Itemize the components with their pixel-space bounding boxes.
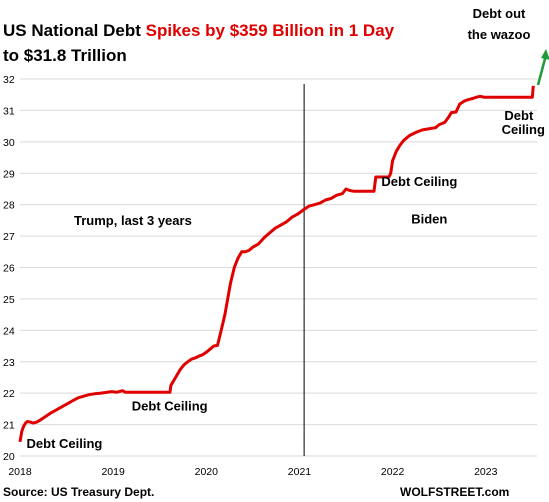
chart-title-line1: US National Debt Spikes by $359 Billion … [3, 21, 395, 40]
title-part-red: Spikes by $359 Billion in 1 Day [146, 21, 395, 40]
annotation-4: Debt Ceiling [381, 174, 457, 189]
grid-lines [20, 78, 537, 457]
series-line [18, 85, 535, 443]
annotation-3: Biden [411, 212, 447, 227]
chart-title-line2: to $31.8 Trillion [3, 46, 127, 65]
corner-annotation-line2: the wazoo [468, 27, 531, 42]
annotation-0: Debt Ceiling [27, 436, 103, 451]
corner-annotation-line1: Debt out [473, 6, 526, 21]
annotation-6: Ceiling [502, 122, 545, 137]
x-tick-label-2019: 2019 [101, 466, 125, 478]
y-tick-label-31: 31 [3, 105, 15, 117]
y-tick-label-24: 24 [3, 325, 15, 337]
x-tick-label-2022: 2022 [381, 466, 405, 478]
annotation-1: Debt Ceiling [132, 398, 208, 413]
y-tick-label-32: 32 [3, 74, 15, 86]
y-tick-label-20: 20 [3, 451, 15, 463]
y-tick-label-30: 30 [3, 137, 15, 149]
y-tick-label-21: 21 [3, 420, 15, 432]
y-tick-label-29: 29 [3, 168, 15, 180]
x-tick-label-2020: 2020 [195, 466, 219, 478]
x-tick-label-2023: 2023 [474, 466, 498, 478]
y-axis-ticks: 20 21 22 23 24 25 26 27 28 29 30 31 32 [3, 74, 15, 463]
y-tick-label-23: 23 [3, 357, 15, 369]
y-tick-label-26: 26 [3, 263, 15, 275]
corner-arrow-icon [536, 49, 549, 86]
source-note: Source: US Treasury Dept. [3, 485, 154, 499]
annotation-5: Debt [504, 108, 534, 123]
annotations: Debt Ceiling Debt Ceiling Trump, last 3 ye… [27, 108, 545, 451]
y-tick-label-27: 27 [3, 231, 15, 243]
x-axis-ticks: 2018 2019 2020 2021 2022 2023 [8, 466, 497, 478]
x-tick-label-2018: 2018 [8, 466, 32, 478]
x-tick-label-2021: 2021 [288, 466, 312, 478]
y-tick-label-25: 25 [3, 294, 15, 306]
y-tick-label-28: 28 [3, 200, 15, 212]
annotation-2: Trump, last 3 years [74, 213, 192, 228]
title-part-black: US National Debt [3, 21, 146, 40]
y-tick-label-22: 22 [3, 388, 15, 400]
brand-label: WOLFSTREET.com [400, 485, 509, 499]
